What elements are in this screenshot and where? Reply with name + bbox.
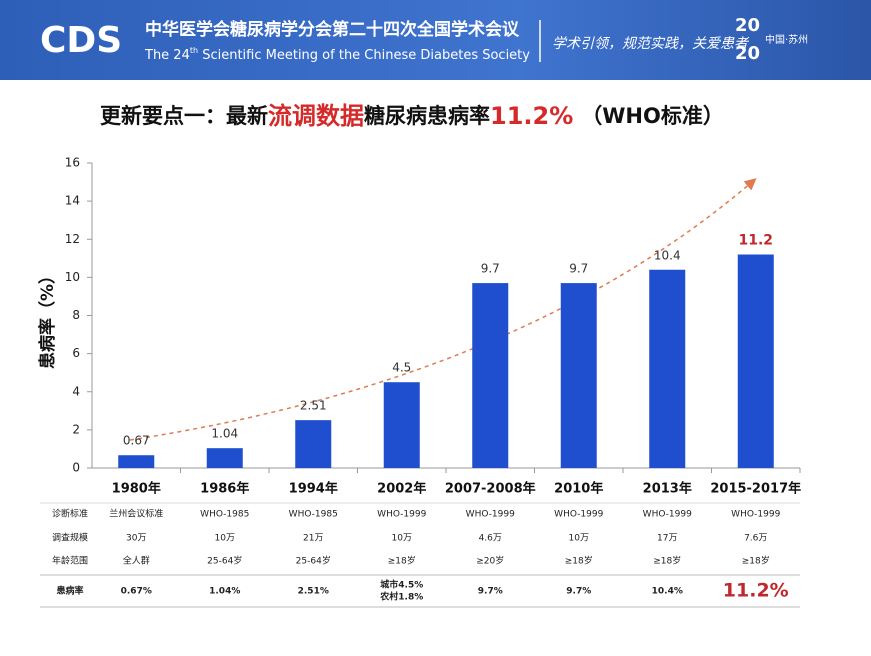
table-cell: 年龄范围	[52, 555, 88, 567]
table-cell: WHO-1999	[466, 510, 515, 520]
header-title-en: The 24th Scientific Meeting of the Chine…	[144, 46, 530, 63]
x-tick-label: 2015-2017年	[710, 481, 801, 497]
y-tick-label: 2	[72, 422, 80, 436]
title-part: 流调数据	[268, 102, 364, 130]
y-tick-label: 12	[65, 232, 80, 246]
table-cell: 调查规模	[52, 532, 88, 544]
table-cell: 诊断标准	[52, 508, 88, 520]
table-cell: 城市4.5%	[380, 579, 423, 591]
x-tick-label: 1980年	[112, 481, 161, 497]
slide-title: 更新要点一：最新流调数据糖尿病患病率11.2% （WHO标准）	[100, 102, 724, 130]
table-cell: 9.7%	[478, 587, 503, 597]
bar	[649, 269, 686, 468]
table-cell: 1.04%	[209, 587, 240, 597]
table-cell: ≥18岁	[565, 555, 593, 567]
title-part: 糖尿病患病率	[364, 104, 490, 128]
table-cell: 25-64岁	[207, 555, 242, 567]
x-tick-label: 2002年	[377, 481, 426, 497]
slogan: 学术引领，规范实践，关爱患者	[552, 36, 750, 52]
y-tick-label: 0	[72, 461, 80, 475]
table-cell: ≥18岁	[388, 555, 416, 567]
value-label: 4.5	[392, 361, 411, 375]
bar	[383, 382, 420, 468]
bar	[472, 283, 509, 468]
table-cell: ≥18岁	[653, 555, 681, 567]
table-cell: ≥20岁	[476, 555, 504, 567]
title-part: 更新要点一：最新	[100, 104, 268, 128]
table-cell: 9.7%	[566, 587, 591, 597]
table-cell: WHO-1999	[731, 510, 780, 520]
table-cell: 农村1.8%	[379, 591, 423, 603]
y-tick-label: 16	[65, 156, 80, 170]
bar	[118, 455, 155, 468]
table-cell: 7.6万	[744, 534, 767, 544]
y-axis-label: 患病率（%）	[37, 267, 58, 369]
y-tick-label: 4	[72, 384, 80, 398]
bar	[737, 254, 774, 468]
bar	[295, 420, 332, 468]
y-tick-label: 14	[65, 194, 80, 208]
x-tick-label: 1986年	[200, 481, 249, 497]
x-tick-label: 2013年	[643, 481, 692, 497]
table-cell: 17万	[657, 534, 677, 544]
table-cell: 21万	[303, 534, 323, 544]
table-cell: 2.51%	[298, 587, 329, 597]
table-cell: 10.4%	[652, 587, 683, 597]
year-bottom: 20	[735, 43, 760, 64]
header-title-cn: 中华医学会糖尿病学分会第二十四次全国学术会议	[145, 19, 520, 40]
table-cell: 25-64岁	[296, 555, 331, 567]
x-tick-label: 1994年	[289, 481, 338, 497]
table-cell: 患病率	[56, 585, 83, 597]
table-cell: 0.67%	[121, 587, 152, 597]
table-cell: ≥18岁	[742, 555, 770, 567]
table-cell: WHO-1999	[377, 510, 426, 520]
logo: CDS	[40, 20, 122, 61]
table-cell: 4.6万	[479, 534, 502, 544]
table-cell: WHO-1999	[554, 510, 603, 520]
y-tick-label: 8	[72, 308, 80, 322]
header-band	[0, 0, 871, 80]
value-label: 2.51	[300, 399, 327, 413]
table-cell: 30万	[126, 534, 146, 544]
value-label: 11.2	[738, 233, 773, 249]
bar	[560, 283, 597, 468]
title-part: 11.2%	[490, 102, 573, 130]
value-label: 9.7	[481, 262, 500, 276]
table-cell: 全人群	[123, 555, 150, 567]
value-label: 9.7	[569, 262, 588, 276]
y-tick-label: 6	[72, 346, 80, 360]
table-cell: 11.2%	[723, 580, 789, 602]
title-en-sup: th	[190, 46, 198, 55]
title-en-post: Scientific Meeting of the Chinese Diabet…	[198, 48, 530, 63]
value-label: 1.04	[211, 427, 238, 441]
value-label: 10.4	[654, 248, 681, 262]
x-tick-label: 2010年	[554, 481, 603, 497]
table-cell: 10万	[392, 534, 412, 544]
city: 中国·苏州	[765, 33, 808, 46]
bar	[206, 448, 243, 468]
title-part: （WHO标准）	[581, 104, 724, 128]
table-cell: WHO-1985	[200, 510, 249, 520]
table-cell: 兰州会议标准	[109, 508, 163, 520]
table-cell: 10万	[215, 534, 235, 544]
x-tick-label: 2007-2008年	[445, 481, 536, 497]
table-cell: WHO-1999	[643, 510, 692, 520]
table-cell: WHO-1985	[289, 510, 338, 520]
title-en-pre: The 24	[144, 48, 190, 63]
y-tick-label: 10	[65, 270, 80, 284]
year-top: 20	[735, 15, 760, 36]
value-label: 0.67	[123, 434, 150, 448]
table-cell: 10万	[569, 534, 589, 544]
table-lines	[40, 502, 800, 608]
